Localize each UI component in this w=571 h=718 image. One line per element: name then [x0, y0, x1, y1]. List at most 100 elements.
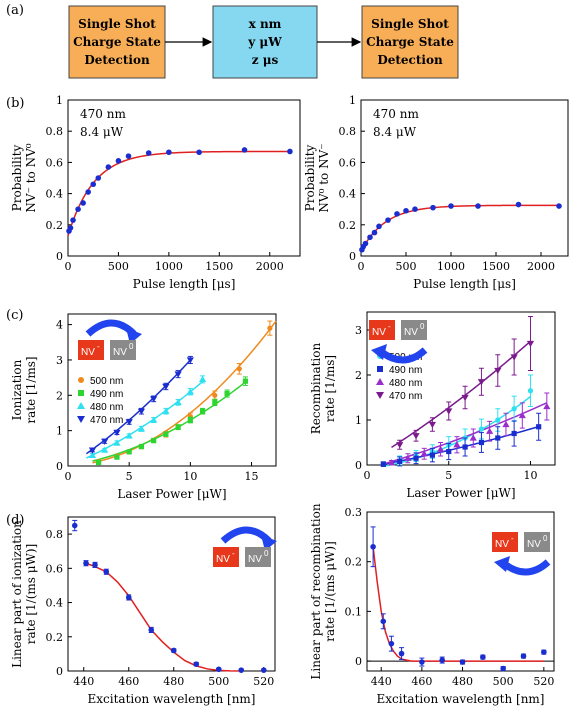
data-point [85, 189, 91, 195]
data-point [137, 425, 146, 432]
data-point [495, 435, 501, 441]
legend-label: 490 nm [389, 365, 422, 376]
y-tick-label: 0 [355, 655, 362, 668]
data-point [396, 442, 404, 449]
data-point [186, 357, 194, 364]
y-axis-label: rate [1/ms] [24, 356, 38, 423]
nv-zero-badge [110, 340, 136, 360]
data-point [125, 594, 132, 601]
x-tick-label: 5 [445, 469, 452, 482]
data-point [101, 438, 109, 445]
data-point [88, 451, 97, 458]
flow-box-2 [212, 5, 318, 79]
data-point [448, 203, 454, 209]
x-tick-label: 2000 [256, 260, 284, 273]
data-point [163, 431, 169, 437]
y-axis-label: Probability [303, 144, 317, 211]
y-tick-label: 0.4 [46, 188, 64, 201]
data-point [385, 217, 391, 223]
data-point [125, 153, 132, 159]
data-point [370, 543, 376, 550]
x-tick-label: 1500 [482, 260, 510, 273]
data-point [113, 429, 121, 437]
data-point [241, 147, 248, 153]
x-axis-label: Excitation wavelength [nm] [377, 692, 545, 706]
nv-minus-badge [492, 532, 518, 552]
flow-box-2-line-3: z μs [252, 53, 279, 67]
data-point [174, 398, 182, 405]
y-axis-label: rate [1/(ms μW)] [24, 544, 38, 645]
data-point [113, 439, 121, 446]
data-point [114, 454, 120, 460]
data-point [478, 439, 485, 446]
legend-marker [77, 402, 85, 409]
x-tick-label: 500 [208, 675, 229, 688]
legend-marker [377, 366, 383, 372]
data-point [520, 653, 527, 659]
data-point [536, 424, 542, 430]
charge-arrowhead-icon [494, 556, 510, 572]
fit-curve [85, 562, 242, 672]
data-point [367, 234, 373, 241]
data-point [515, 201, 522, 208]
legend-label: 490 nm [90, 389, 123, 400]
plot-frame [67, 516, 276, 672]
data-point [461, 394, 469, 402]
data-point [170, 647, 177, 654]
y-tick-label: 3 [56, 354, 63, 367]
y-axis-label: rate [1/ms] [323, 355, 337, 422]
data-point [126, 449, 132, 455]
flow-box-3-line-3: Detection [377, 53, 443, 67]
x-tick-label: 1000 [155, 260, 183, 273]
data-point [527, 388, 534, 394]
data-point [145, 150, 152, 156]
data-point [71, 522, 78, 529]
nv-minus-sup: - [97, 342, 100, 351]
x-tick-label: 520 [533, 675, 554, 688]
data-point [453, 441, 461, 448]
x-tick-label: 480 [163, 675, 184, 688]
legend-marker [78, 377, 84, 383]
x-tick-label: 500 [396, 260, 417, 273]
data-point [511, 430, 517, 437]
data-point [404, 454, 412, 461]
data-point [413, 455, 419, 461]
y-tick-label: 0.2 [345, 556, 363, 569]
data-point [477, 379, 486, 386]
data-point [459, 659, 466, 665]
legend-label: 470 nm [389, 391, 422, 402]
x-axis-label: Laser Power [μW] [117, 487, 226, 501]
x-tick-label: 1000 [437, 260, 465, 273]
data-point [495, 417, 501, 423]
data-point [90, 181, 97, 188]
x-axis-label: Pulse length [μs] [133, 277, 236, 291]
data-point [480, 654, 486, 660]
chart-c-left: 0 5 10 15 0 1 2 3 4 Laser Power [μW] Ionization rat… [10, 313, 277, 501]
y-tick-label: 2 [355, 369, 362, 382]
data-point [510, 354, 518, 361]
data-point [215, 666, 222, 673]
nv-zero-label: NV [248, 554, 262, 565]
y-tick-label: 2 [56, 389, 63, 402]
y-tick-label: 0 [349, 250, 356, 263]
data-point [186, 388, 194, 395]
nv-zero-sup: 0 [129, 342, 134, 351]
data-point [371, 229, 378, 236]
nv-minus-badge [369, 320, 395, 340]
x-tick-label: 15 [245, 470, 259, 483]
x-tick-label: 500 [493, 675, 514, 688]
data-point [148, 627, 155, 633]
panel-label-d: (d) [6, 513, 24, 528]
data-point [174, 371, 182, 378]
plot-frame [360, 99, 569, 257]
y-tick-label: 0.2 [339, 219, 357, 232]
x-tick-label: 440 [371, 675, 392, 688]
x-tick-label: 500 [108, 260, 129, 273]
data-point [125, 419, 133, 426]
data-point [388, 640, 395, 647]
data-point [541, 649, 547, 655]
y-axis-label: Recombination [309, 342, 323, 434]
data-point [103, 568, 110, 575]
y-tick-label: 0 [56, 250, 63, 263]
